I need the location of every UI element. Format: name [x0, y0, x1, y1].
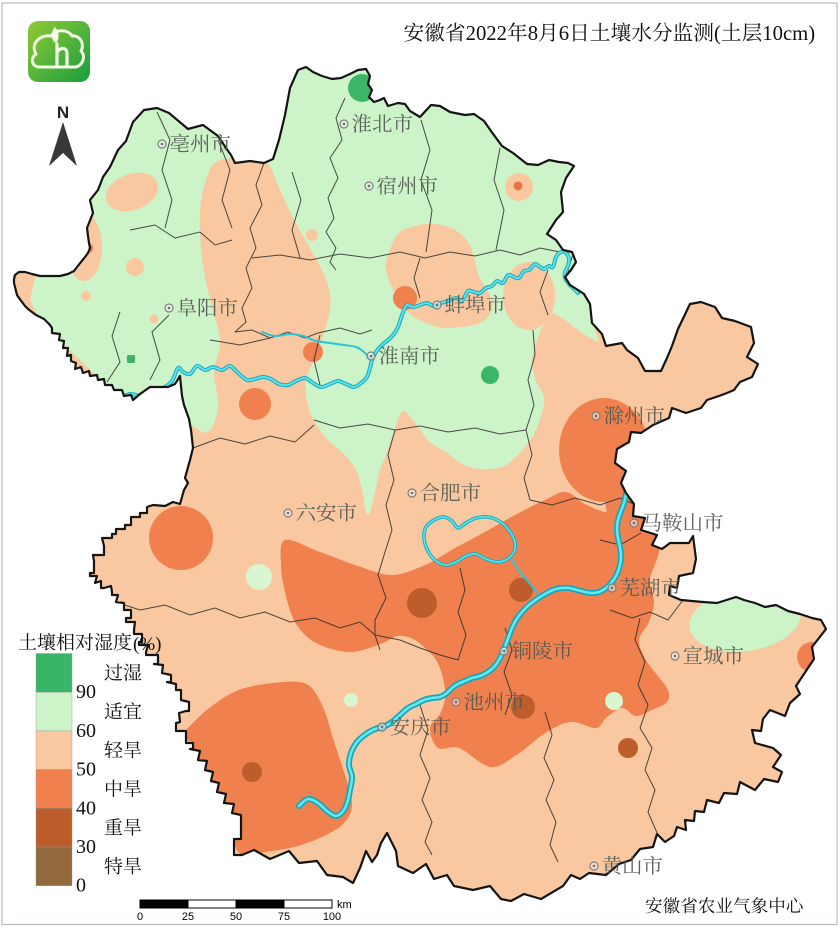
svg-text:100: 100 — [323, 911, 341, 923]
svg-text:40: 40 — [76, 797, 96, 819]
svg-text:2022: 2022 — [466, 23, 507, 45]
svg-text:50: 50 — [76, 759, 96, 781]
svg-text:0: 0 — [76, 875, 86, 897]
svg-text:75: 75 — [278, 911, 290, 923]
svg-text:50: 50 — [230, 911, 242, 923]
svg-text:30: 30 — [76, 836, 96, 858]
svg-text:(%): (%) — [133, 634, 161, 655]
svg-text:km: km — [337, 899, 352, 911]
svg-text:10cm): 10cm) — [762, 23, 815, 45]
svg-text:25: 25 — [182, 911, 194, 923]
svg-text:60: 60 — [76, 720, 96, 742]
svg-text:0: 0 — [137, 911, 143, 923]
svg-text:8: 8 — [528, 23, 538, 45]
svg-text:6: 6 — [559, 23, 569, 45]
svg-text:(: ( — [714, 23, 721, 45]
svg-text:N: N — [57, 103, 69, 122]
svg-text:90: 90 — [76, 681, 96, 703]
